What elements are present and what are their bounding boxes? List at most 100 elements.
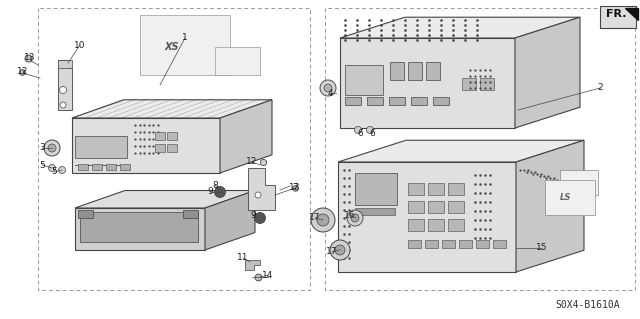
Circle shape [330,240,350,260]
Polygon shape [340,17,580,38]
Text: 2: 2 [597,84,603,93]
Circle shape [58,167,65,174]
Bar [167,144,177,152]
Text: 5: 5 [39,160,45,169]
Polygon shape [516,140,584,272]
Polygon shape [340,38,515,128]
Polygon shape [248,168,275,210]
Polygon shape [245,260,260,270]
Text: XS: XS [165,42,179,52]
Bar [408,219,424,231]
Text: 9: 9 [207,188,213,197]
Circle shape [351,214,359,222]
Text: 3: 3 [39,144,45,152]
Bar [355,208,395,215]
Text: 15: 15 [536,243,548,253]
Text: 12: 12 [17,66,29,76]
Circle shape [60,86,67,93]
Polygon shape [75,208,205,250]
Text: 7: 7 [292,183,298,192]
Bar [345,97,361,105]
Polygon shape [205,190,255,250]
Bar [92,164,102,170]
Bar [448,201,464,213]
Text: 13: 13 [289,183,301,192]
Text: 6: 6 [357,129,363,137]
Text: 4: 4 [327,88,333,98]
Bar [425,240,438,248]
Circle shape [347,210,363,226]
Text: FR.: FR. [606,9,627,19]
Polygon shape [625,8,638,20]
Bar [493,240,506,248]
Text: 12: 12 [246,158,258,167]
Bar [560,170,598,195]
Circle shape [255,212,266,224]
Text: 14: 14 [262,271,274,279]
Circle shape [214,187,225,197]
Bar [167,132,177,140]
Circle shape [48,144,56,152]
Circle shape [255,192,261,198]
Circle shape [355,127,362,133]
Bar [106,164,116,170]
Text: 5: 5 [51,167,57,176]
Bar [448,183,464,195]
Text: 11: 11 [237,254,249,263]
Circle shape [60,102,66,108]
Circle shape [311,208,335,232]
Bar [480,78,494,90]
Bar [390,62,404,80]
Polygon shape [58,60,72,68]
Bar [75,136,127,158]
Bar [426,62,440,80]
Text: 9: 9 [250,211,256,219]
Bar [545,180,595,215]
Text: 10: 10 [74,41,86,49]
Text: S0X4-B1610A: S0X4-B1610A [555,300,620,310]
Bar [183,210,198,218]
Polygon shape [58,60,72,110]
Bar [448,219,464,231]
Bar [428,183,444,195]
Bar [408,201,424,213]
Polygon shape [72,118,220,173]
Polygon shape [72,100,272,118]
Bar [155,132,165,140]
Polygon shape [75,190,255,208]
Bar [462,78,476,90]
Bar [442,240,455,248]
Bar [408,183,424,195]
Text: 1: 1 [182,33,188,42]
Text: 16: 16 [344,211,356,219]
Bar [78,210,93,218]
Bar [408,62,422,80]
Circle shape [49,165,56,172]
Polygon shape [338,162,516,272]
Text: 17: 17 [326,248,338,256]
Bar [155,144,165,152]
Text: LS: LS [560,193,572,202]
Bar [78,164,88,170]
Bar [408,240,421,248]
Bar [428,201,444,213]
Bar [600,6,636,28]
Bar [428,219,444,231]
Bar [367,97,383,105]
Circle shape [335,245,345,255]
Polygon shape [338,140,584,162]
Bar [389,97,405,105]
Bar [345,65,383,95]
Circle shape [44,140,60,156]
Bar [411,97,427,105]
Text: 8: 8 [212,181,218,189]
Bar [433,97,449,105]
Polygon shape [220,100,272,173]
Bar [476,240,489,248]
Circle shape [324,84,332,92]
Circle shape [317,214,329,226]
Bar [355,173,397,205]
Bar [80,212,198,242]
Bar [140,15,230,75]
Text: 13: 13 [24,53,36,62]
